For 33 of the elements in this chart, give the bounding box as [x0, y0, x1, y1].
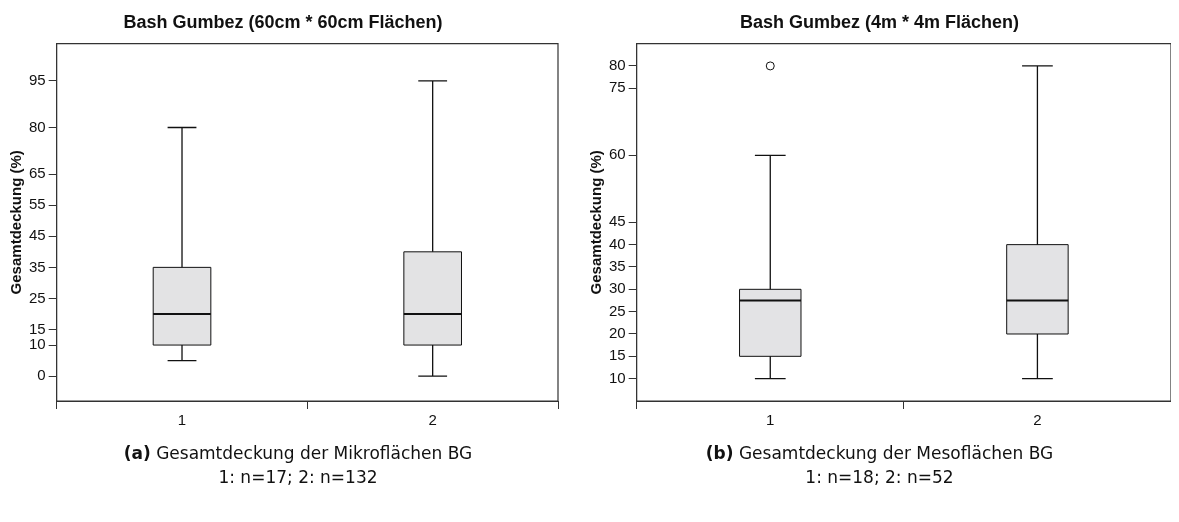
y-tick-label: 45 — [29, 226, 46, 244]
y-tick-label: 30 — [609, 279, 626, 297]
y-tick-label: 40 — [609, 234, 626, 252]
y-tick-label: 80 — [29, 117, 46, 135]
x-tick-label: 1 — [766, 411, 775, 429]
chart-title: Bash Gumbez (60cm * 60cm Flächen) — [123, 11, 443, 32]
y-tick-label: 0 — [37, 366, 46, 384]
y-tick-label: 95 — [29, 71, 46, 89]
text: (a) Gesamtdeckung der Mikroflächen BG — [123, 443, 473, 463]
chart-title: Bash Gumbez (4m * 4m Flächen) — [739, 11, 1020, 32]
y-tick-label: 55 — [29, 195, 46, 213]
y-tick-label: 80 — [609, 56, 626, 74]
y-tick-label: 35 — [29, 257, 46, 275]
y-tick-label: 10 — [29, 335, 46, 353]
text: (b) Gesamtdeckung der Mesoflächen BG — [705, 443, 1054, 463]
x-tick-label: 2 — [1033, 411, 1042, 429]
text: 1: n=17; 2: n=132 — [217, 466, 379, 489]
x-tick-label: 1 — [177, 411, 187, 429]
y-tick-label: 10 — [609, 368, 626, 386]
x-tick-label: 2 — [428, 411, 437, 429]
text: 1: n=18; 2: n=52 — [804, 466, 955, 489]
y-tick-label: 75 — [609, 78, 626, 96]
y-axis-title: Gesamtdeckung (%) — [7, 150, 25, 295]
y-tick-label: 45 — [609, 212, 626, 230]
y-axis-title: Gesamtdeckung (%) — [587, 150, 605, 295]
y-tick-label: 65 — [29, 164, 46, 182]
y-tick-label: 25 — [29, 288, 46, 306]
y-tick-label: 15 — [29, 319, 46, 337]
y-tick-label: 15 — [609, 346, 626, 364]
y-tick-label: 35 — [609, 257, 626, 275]
y-tick-label: 20 — [609, 324, 626, 342]
y-tick-label: 25 — [609, 301, 626, 319]
y-tick-label: 60 — [609, 145, 626, 163]
